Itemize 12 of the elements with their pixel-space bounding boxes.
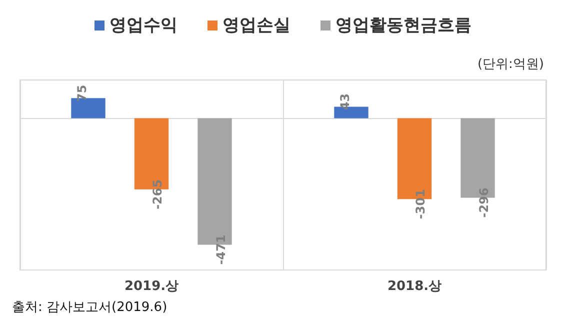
data-label: -471 — [214, 234, 228, 265]
data-label: -301 — [414, 189, 428, 220]
data-label: -265 — [150, 179, 164, 210]
legend-label: 영업활동현금흐름 — [336, 16, 472, 36]
x-tick-label: 2018.상 — [387, 279, 442, 294]
data-label: 43 — [338, 93, 352, 110]
legend-label: 영업손실 — [222, 16, 290, 36]
x-tick-label: 2019.상 — [124, 279, 179, 294]
source-note: 출처: 감사보고서(2019.6) — [12, 300, 168, 315]
legend-label: 영업수익 — [110, 16, 178, 36]
data-label: 75 — [75, 84, 90, 102]
text: (단위:억원) — [477, 57, 544, 72]
